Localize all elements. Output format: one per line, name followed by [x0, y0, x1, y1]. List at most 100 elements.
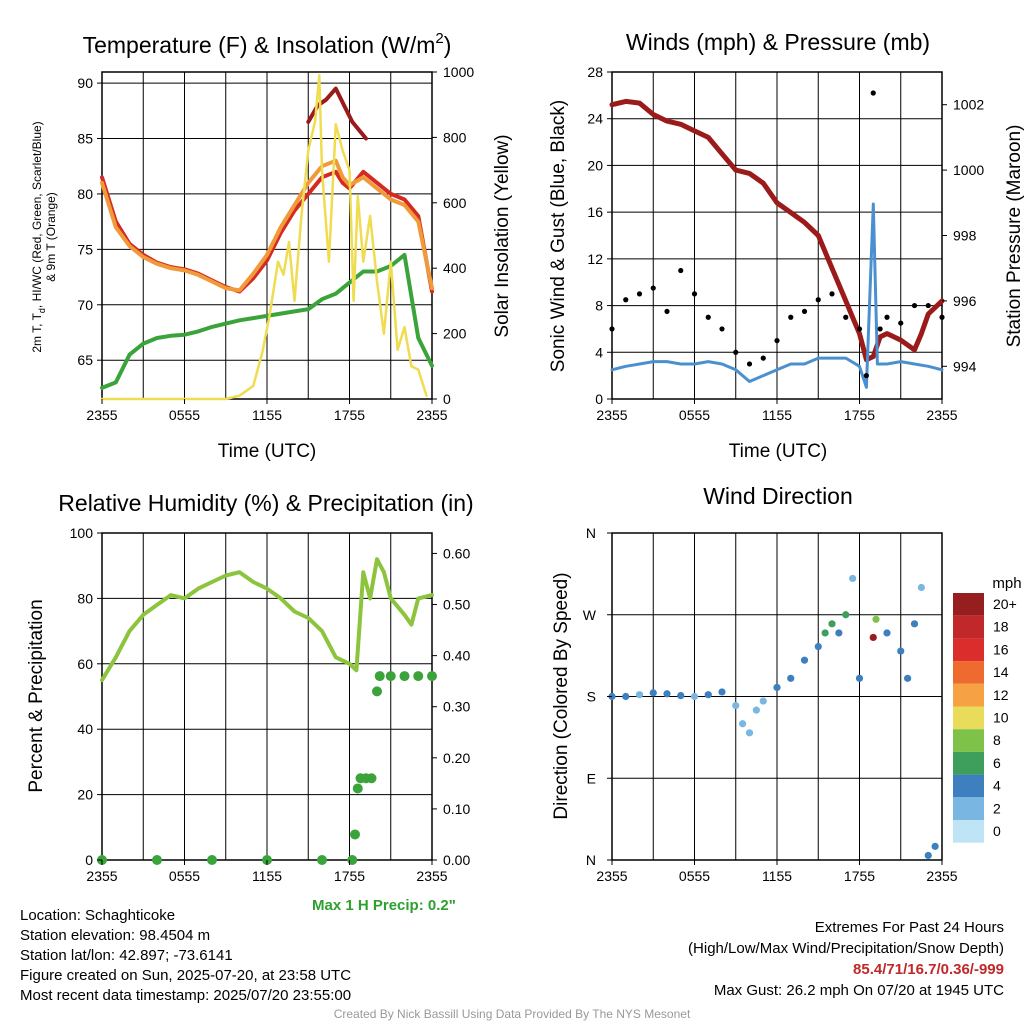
direction-ytick-label: W: [583, 607, 597, 623]
gust-point: [636, 291, 643, 297]
humidity-y2tick-label: 0.30: [443, 699, 470, 715]
winds-xlabel: Time (UTC): [729, 441, 828, 462]
winds-xtick-label: 1155: [762, 407, 792, 423]
legend-label: 4: [993, 778, 1001, 794]
humidity-xtick-label: 0555: [169, 868, 200, 884]
recent-text: Most recent data timestamp: 2025/07/20 2…: [20, 987, 352, 1004]
temperature-xtick-label: 0555: [169, 407, 200, 423]
humidity-xtick-label: 2355: [416, 868, 447, 884]
precipitation-point: [413, 671, 424, 682]
temperature-ytick-label: 65: [77, 352, 93, 368]
legend-label: 10: [993, 710, 1009, 726]
direction-point: [869, 633, 877, 642]
direction-point: [855, 674, 864, 682]
temperature-y2tick-label: 600: [443, 195, 467, 211]
extremes-box: Extremes For Past 24 Hours (High/Low/Max…: [688, 917, 1004, 1001]
gust-point: [746, 361, 753, 367]
gust-point: [705, 314, 711, 320]
temperature-y2tick-label: 400: [443, 260, 467, 276]
solar-insolation-yellow-line: [100, 74, 428, 401]
temperature-ylabel-left-line2: & 9m T (Orange): [44, 192, 58, 282]
gust-point: [870, 90, 876, 96]
gust-point: [939, 314, 945, 320]
direction-point: [787, 674, 795, 682]
humidity-ytick-label: 60: [77, 656, 93, 672]
humidity-ylabel-left: Percent & Precipitation: [26, 599, 47, 792]
direction-point: [842, 611, 850, 619]
humidity-y2tick-label: 0.00: [443, 852, 470, 868]
precipitation-point: [374, 671, 385, 682]
gust-point: [609, 326, 615, 332]
direction-point: [897, 647, 905, 655]
temperature-panel: Temperature (F) & Insolation (W/m2) Time…: [30, 30, 513, 462]
temperature-xtick-label: 2355: [416, 407, 447, 423]
hi-wc-scarlet-line: [306, 86, 368, 141]
gust-point: [925, 302, 931, 309]
legend-swatch: [953, 751, 984, 775]
humidity-ytick-label: 100: [70, 525, 94, 541]
direction-point: [635, 691, 644, 699]
gust-point: [623, 297, 629, 303]
gust-point: [801, 308, 808, 315]
gust-point: [664, 308, 670, 315]
direction-point: [800, 656, 809, 664]
winds-ytick-label: 24: [587, 111, 603, 127]
station-pressure-line: [609, 98, 945, 363]
humidity-y2tick-label: 0.60: [443, 545, 470, 561]
legend-label: 16: [993, 641, 1009, 657]
precipitation-point: [207, 855, 217, 865]
temperature-ytick-label: 75: [77, 241, 93, 257]
winds-ytick-label: 28: [587, 64, 603, 80]
gust-point: [760, 355, 766, 361]
direction-plot-area: [607, 532, 943, 865]
gust-point: [829, 291, 835, 297]
humidity-ytick-label: 40: [77, 721, 93, 737]
precip-note: Max 1 H Precip: 0.2": [312, 897, 456, 914]
humidity-ytick-label: 80: [77, 590, 93, 606]
extremes-values: 85.4/71/16.7/0.36/-999: [853, 961, 1004, 978]
winds-y2tick-label: 1002: [953, 97, 984, 113]
winds-xtick-label: 2355: [596, 407, 627, 423]
temperature-ylabel-right: Solar Insolation (Yellow): [492, 134, 513, 337]
temperature-xtick-label: 2355: [86, 407, 117, 423]
direction-ytick-label: E: [587, 770, 596, 786]
temperature-y2tick-label: 0: [443, 391, 451, 407]
direction-xtick-label: 0555: [679, 868, 710, 884]
legend-swatch: [953, 774, 984, 798]
legend-swatch: [953, 706, 984, 730]
direction-point: [739, 720, 747, 728]
humidity-ytick-label: 20: [77, 787, 93, 803]
gust-point: [815, 297, 821, 303]
winds-plot-area: [607, 71, 947, 404]
direction-point: [835, 629, 843, 637]
gust-point: [719, 326, 725, 332]
direction-title: Wind Direction: [703, 483, 853, 509]
direction-point: [704, 691, 712, 699]
gust-point: [843, 314, 849, 320]
legend-swatch: [953, 797, 984, 820]
max-gust-text: Max Gust: 26.2 mph On 07/20 at 1945 UTC: [713, 982, 1004, 999]
direction-ytick-label: S: [587, 689, 596, 705]
winds-title: Winds (mph) & Pressure (mb): [626, 29, 930, 55]
gust-point: [774, 338, 780, 344]
precipitation-point: [152, 855, 162, 865]
direction-point: [622, 692, 630, 701]
temperature-y2tick-label: 800: [443, 129, 467, 145]
winds-ytick-label: 16: [587, 204, 603, 220]
winds-panel: Winds (mph) & Pressure (mb) Time (UTC) S…: [548, 29, 1024, 462]
legend-swatch: [953, 661, 984, 684]
precipitation-point: [350, 829, 360, 840]
temperature-xtick-label: 1755: [334, 407, 365, 423]
winds-xtick-label: 0555: [679, 407, 710, 423]
direction-point: [910, 620, 919, 628]
precipitation-point: [366, 773, 377, 784]
gust-point: [911, 302, 918, 309]
latlon-text: Station lat/lon: 42.897; -73.6141: [20, 947, 233, 964]
direction-xtick-label: 2355: [926, 868, 957, 884]
legend-label: 2: [993, 800, 1001, 816]
sonic-wind-line: [610, 202, 944, 389]
humidity-xtick-label: 1755: [334, 868, 365, 884]
gust-point: [650, 285, 656, 291]
extremes-subheading: (High/Low/Max Wind/Precipitation/Snow De…: [688, 940, 1004, 957]
direction-xtick-label: 1755: [844, 868, 875, 884]
